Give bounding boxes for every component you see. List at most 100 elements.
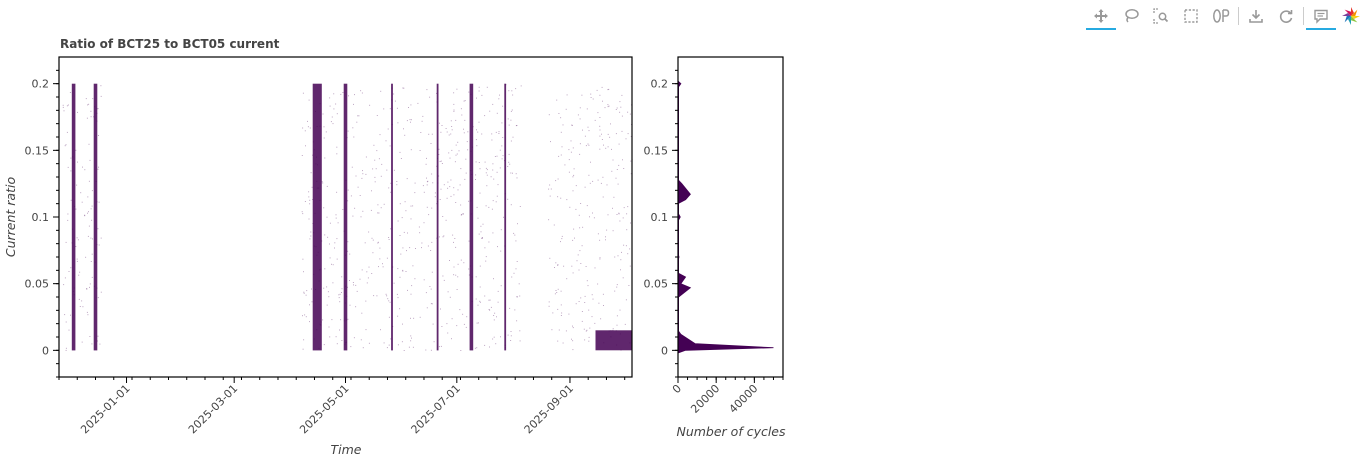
scatter-point	[589, 327, 591, 329]
scatter-point	[88, 143, 90, 145]
scatter-point	[412, 205, 414, 207]
scatter-point	[615, 330, 617, 332]
bokeh-logo[interactable]	[1336, 1, 1366, 31]
scatter-point	[481, 237, 483, 238]
scatter-point	[592, 98, 594, 100]
scatter-point	[379, 247, 381, 249]
scatter-point	[612, 159, 614, 161]
scatter-point	[423, 279, 425, 281]
scatter-point	[548, 301, 550, 303]
scatter-point	[496, 195, 498, 197]
scatter-point	[568, 171, 570, 173]
scatter-point	[492, 338, 494, 340]
scatter-point	[611, 148, 612, 150]
download-icon	[1249, 10, 1263, 23]
pan-tool[interactable]	[1086, 1, 1116, 31]
scatter-point	[593, 217, 595, 219]
scatter-point	[304, 201, 306, 202]
scatter-point	[419, 232, 421, 234]
scatter-point	[69, 92, 71, 93]
scatter-point	[361, 177, 363, 179]
scatter-point	[621, 115, 623, 117]
scatter-point	[562, 342, 564, 344]
scatter-point	[475, 179, 476, 180]
scatter-point	[322, 319, 324, 321]
scatter-point	[311, 288, 312, 290]
scatter-point	[326, 286, 328, 288]
scatter-point	[75, 149, 77, 151]
scatter-point	[508, 161, 510, 163]
scatter-point	[560, 290, 562, 292]
scatter-point	[493, 319, 495, 321]
scatter-point	[606, 184, 608, 186]
scatter-point	[601, 133, 602, 135]
scatter-point	[455, 119, 457, 121]
scatter-point	[451, 318, 453, 320]
scatter-point	[447, 291, 449, 293]
scatter-point	[310, 231, 312, 233]
scatter-point	[344, 344, 346, 346]
scatter-point	[90, 110, 92, 112]
scatter-point	[463, 262, 465, 264]
scatter-point	[339, 329, 340, 331]
scatter-point	[503, 216, 504, 218]
scatter-point	[415, 248, 416, 249]
scatter-point	[620, 269, 621, 271]
x-tick-label: 2025-07-01	[409, 382, 463, 436]
scatter-point	[354, 207, 356, 209]
main-scatter-marks	[62, 83, 633, 351]
scatter-point	[313, 149, 315, 151]
scatter-point	[468, 91, 470, 93]
scatter-point	[353, 284, 354, 286]
scatter-point	[319, 103, 321, 105]
scatter-point	[85, 256, 87, 258]
scatter-point	[90, 237, 92, 239]
lasso-select-tool[interactable]	[1116, 1, 1146, 31]
scatter-point	[315, 289, 317, 290]
scatter-point	[361, 312, 363, 314]
scatter-point	[89, 159, 91, 161]
scatter-point	[302, 213, 304, 215]
scatter-point	[375, 168, 377, 170]
histogram-y-tick-label: 0.2	[651, 78, 669, 91]
box-select-icon	[1184, 9, 1198, 23]
scatter-point	[302, 315, 303, 317]
scatter-point	[372, 239, 374, 241]
scatter-point	[336, 343, 338, 345]
scatter-point	[308, 99, 310, 101]
x-tick-label: 2025-01-01	[78, 382, 132, 436]
scatter-point	[397, 297, 399, 299]
scatter-point	[600, 318, 602, 320]
scatter-point	[557, 288, 559, 290]
scatter-point	[442, 236, 444, 238]
scatter-band	[436, 83, 439, 351]
save-tool[interactable]	[1241, 1, 1271, 31]
scatter-point	[571, 124, 573, 126]
scatter-point	[504, 245, 506, 247]
scatter-point	[315, 246, 317, 248]
y-tick-label: 0.1	[32, 211, 50, 224]
scatter-point	[580, 297, 582, 299]
scatter-point	[100, 237, 102, 239]
scatter-point	[412, 346, 414, 348]
scatter-point	[485, 256, 487, 258]
box-select-tool[interactable]	[1176, 1, 1206, 31]
scatter-point	[440, 345, 442, 347]
box-zoom-tool[interactable]	[1146, 1, 1176, 31]
scatter-point	[460, 214, 462, 216]
hover-tool[interactable]	[1306, 1, 1336, 31]
scatter-point	[449, 260, 450, 261]
scatter-point	[453, 266, 455, 268]
scatter-point	[616, 284, 618, 286]
toolbar-divider	[1238, 7, 1239, 25]
scatter-point	[380, 90, 382, 92]
scatter-point	[72, 228, 73, 230]
scatter-point	[466, 316, 468, 318]
scatter-point	[599, 117, 601, 118]
scatter-point	[88, 103, 90, 105]
wheel-zoom-tool[interactable]	[1206, 1, 1236, 31]
reset-tool[interactable]	[1271, 1, 1301, 31]
scatter-point	[405, 210, 407, 212]
scatter-point	[362, 170, 363, 172]
scatter-point	[442, 216, 444, 217]
